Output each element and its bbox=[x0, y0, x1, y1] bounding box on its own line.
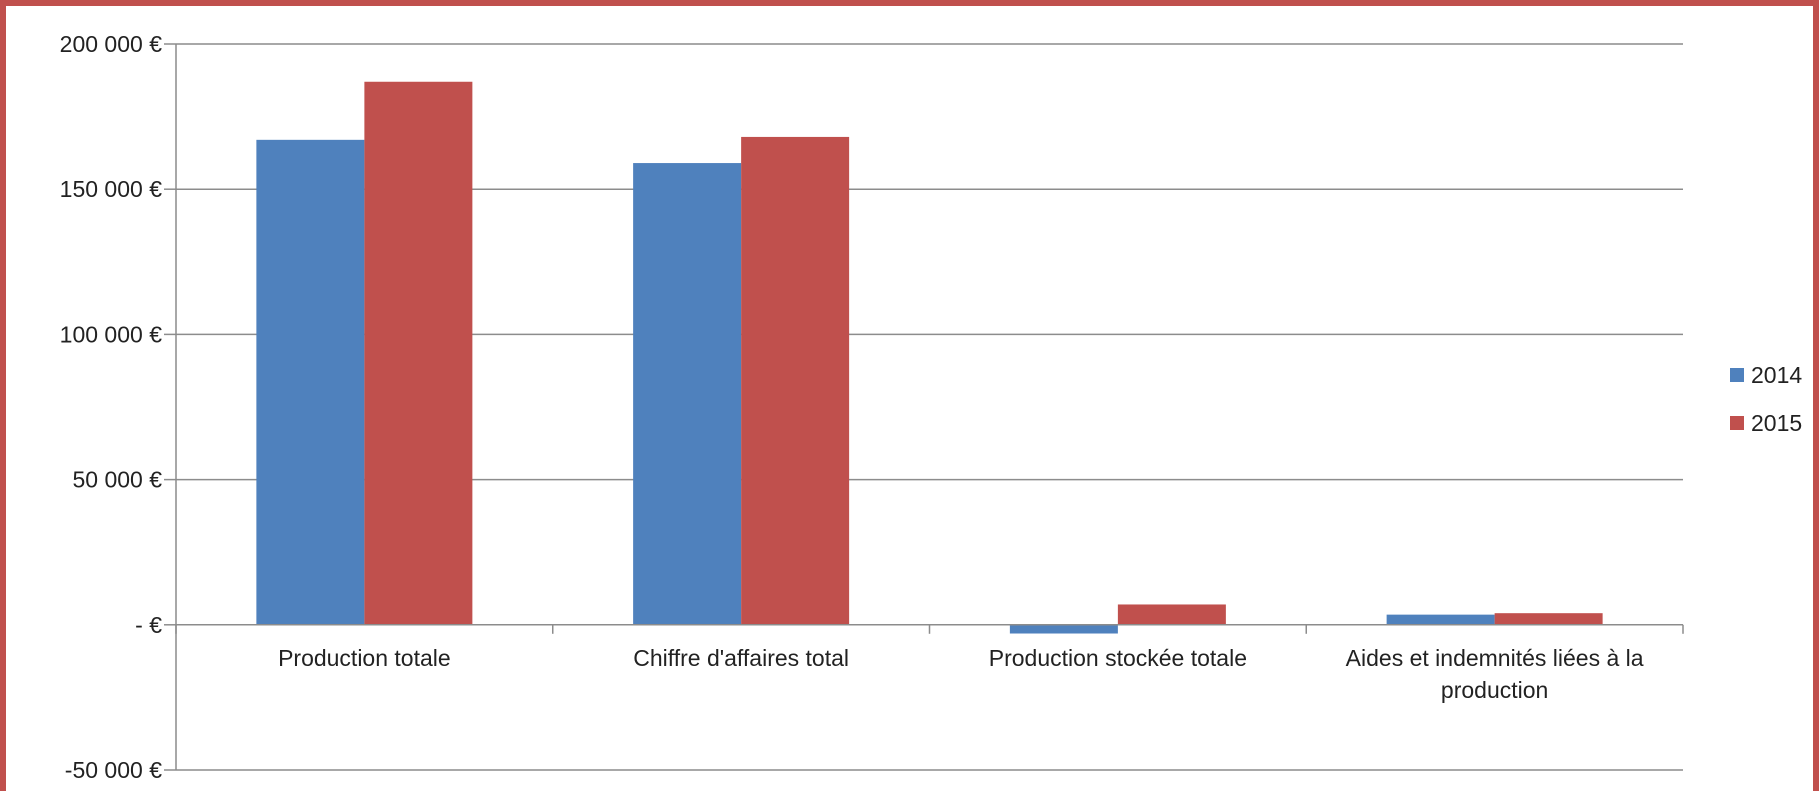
legend-label: 2015 bbox=[1751, 410, 1802, 436]
category-label: production bbox=[1441, 677, 1548, 703]
axes bbox=[164, 43, 1684, 771]
bar-2014 bbox=[1386, 614, 1495, 625]
y-tick-label: 150 000 € bbox=[60, 176, 163, 202]
y-tick-label: 100 000 € bbox=[60, 321, 163, 347]
legend-swatch-2014 bbox=[1730, 368, 1744, 382]
y-tick-label: 200 000 € bbox=[60, 31, 163, 57]
bar-2014 bbox=[256, 139, 365, 625]
legend: 2014 2015 bbox=[1730, 362, 1802, 436]
bar-2015 bbox=[1494, 613, 1603, 625]
y-tick-label: 50 000 € bbox=[72, 467, 162, 493]
category-label: Aides et indemnités liées à la bbox=[1346, 645, 1644, 671]
labels: 200 000 € 150 000 € 100 000 € 50 000 € - € -5… bbox=[60, 31, 1644, 783]
category-label: Production totale bbox=[278, 645, 451, 671]
bar-2014 bbox=[1009, 624, 1118, 634]
category-label: Production stockée totale bbox=[989, 645, 1247, 671]
legend-label: 2014 bbox=[1751, 362, 1802, 388]
bar-2015 bbox=[741, 136, 850, 625]
y-tick-label: -50 000 € bbox=[65, 757, 162, 783]
legend-swatch-2015 bbox=[1730, 416, 1744, 430]
y-tick-label: - € bbox=[135, 612, 162, 638]
bar-2015 bbox=[364, 81, 473, 625]
category-label: Chiffre d'affaires total bbox=[633, 645, 849, 671]
bars bbox=[256, 81, 1603, 634]
bar-2014 bbox=[633, 163, 742, 625]
bar-chart: 200 000 € 150 000 € 100 000 € 50 000 € - € -5… bbox=[60, 31, 1803, 783]
bar-2015 bbox=[1117, 604, 1226, 625]
